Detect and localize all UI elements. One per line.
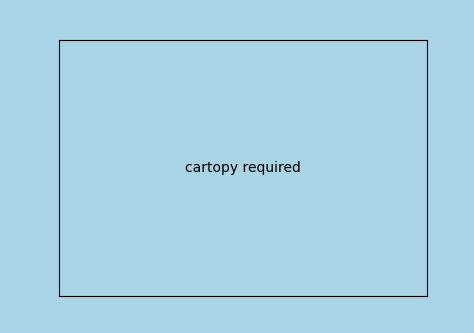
Text: cartopy required: cartopy required: [185, 161, 301, 175]
